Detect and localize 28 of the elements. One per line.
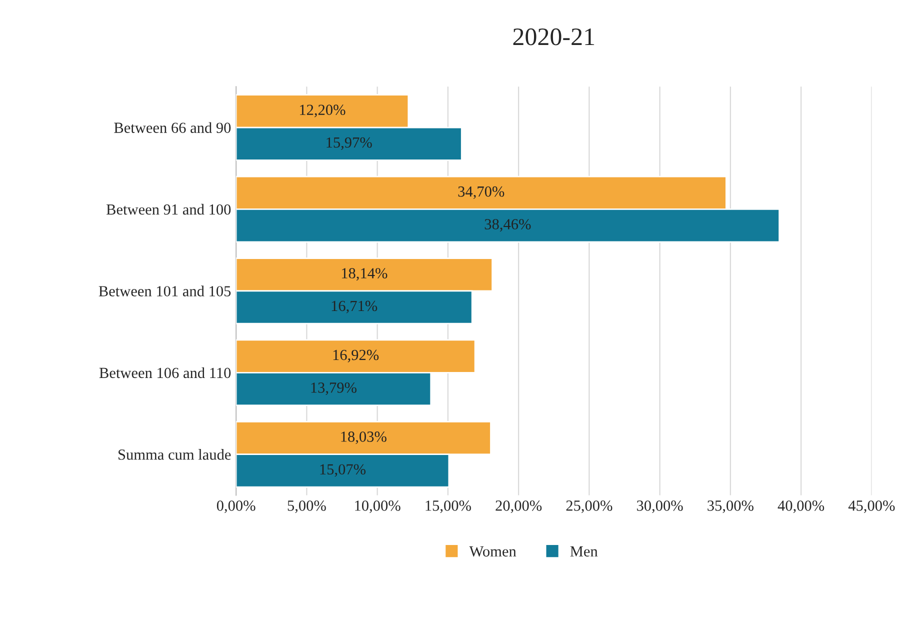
data-label: 12,20% [300,104,346,118]
x-tick-label: 40,00% [778,500,824,514]
data-label: 18,14% [342,268,388,281]
y-tick-label: Between 106 and 110 [99,367,231,378]
x-tick-label: 30,00% [636,500,683,514]
data-label: 15,97% [326,137,372,150]
data-label: 13,79% [311,382,356,395]
legend-label: Men [570,546,598,557]
x-tick-label: 10,00% [355,500,400,514]
y-tick-label: Between 91 and 100 [106,204,231,215]
x-tick-label: 35,00% [708,500,754,514]
legend-label: Women [469,546,516,557]
chart-title: 2020-21 [513,28,594,46]
data-label: 34,70% [458,186,504,199]
x-tick-label: 45,00% [848,500,895,514]
x-tick-label: 15,00% [426,500,471,514]
x-tick-label: 25,00% [566,500,612,514]
y-tick-label: Between 66 and 90 [114,122,231,133]
x-tick-label: 0,00% [216,500,256,514]
data-label: 16,92% [333,350,379,362]
x-tick-label: 20,00% [496,500,542,514]
data-label: 38,46% [484,219,531,232]
y-tick-label: Between 101 and 105 [98,286,231,296]
x-tick-label: 5,00% [288,500,326,514]
data-label: 18,03% [341,432,386,444]
data-label: 15,07% [320,464,366,477]
y-tick-label: Summa cum laude [118,449,231,460]
data-label: 16,71% [332,300,378,314]
